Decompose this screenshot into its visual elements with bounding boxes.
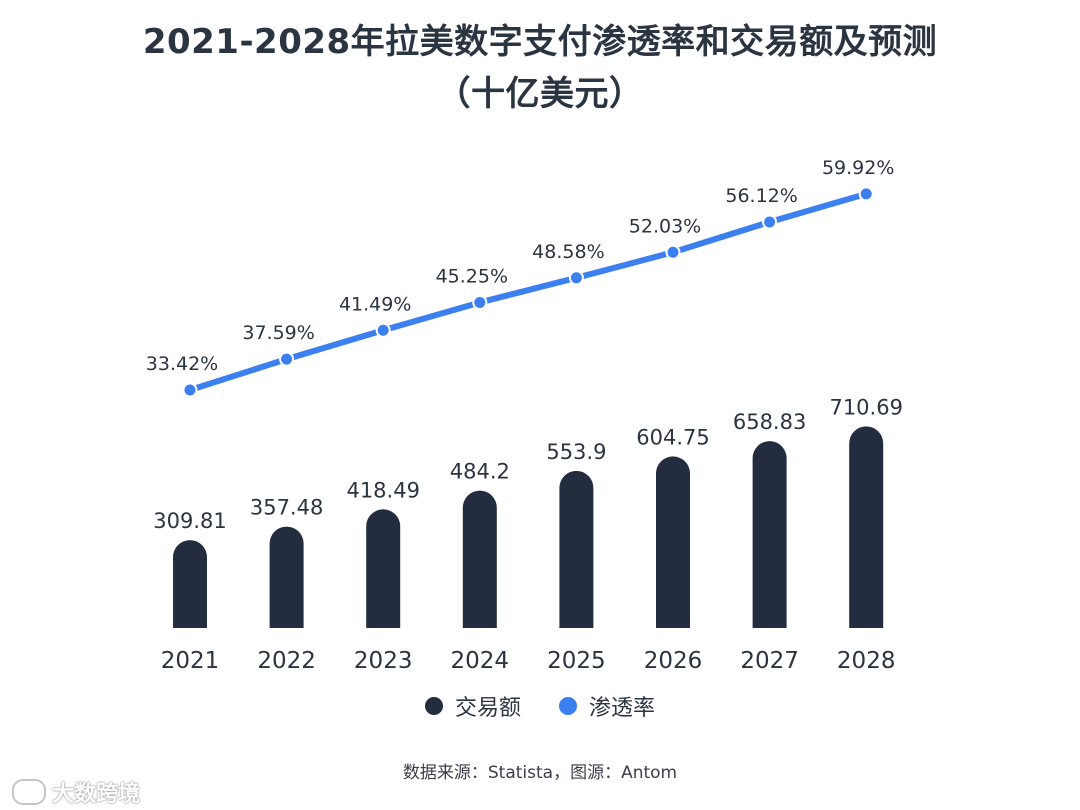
point-penetration-2023 xyxy=(375,322,391,338)
bar-label-2024: 484.2 xyxy=(450,460,510,484)
point-penetration-2022 xyxy=(279,351,295,367)
bar-2024 xyxy=(462,490,497,628)
point-penetration-2024 xyxy=(472,294,488,310)
watermark-text: 大数跨境 xyxy=(52,782,141,807)
chart-subtitle: （十亿美元） xyxy=(436,74,644,114)
point-label-2021: 33.42% xyxy=(146,353,218,375)
point-label-2026: 52.03% xyxy=(629,215,701,237)
watermark-logo-icon xyxy=(12,779,46,805)
point-label-2024: 45.25% xyxy=(436,265,508,287)
x-tick-2021: 2021 xyxy=(161,648,220,674)
point-label-2028: 59.92% xyxy=(822,157,894,179)
point-label-2023: 41.49% xyxy=(339,293,411,315)
legend: 交易额 渗透率 xyxy=(0,690,1080,722)
x-tick-2024: 2024 xyxy=(451,648,510,674)
point-label-2025: 48.58% xyxy=(532,241,604,263)
bar-2022 xyxy=(269,526,304,628)
chart-title: 2021-2028年拉美数字支付渗透率和交易额及预测 xyxy=(142,22,938,62)
legend-item-penetration[interactable]: 渗透率 xyxy=(559,690,655,722)
point-label-2027: 56.12% xyxy=(725,185,797,207)
point-penetration-2028 xyxy=(858,186,874,202)
point-penetration-2025 xyxy=(568,270,584,286)
source-note: 数据来源：Statista，图源：Antom xyxy=(402,763,678,783)
legend-label-penetration: 渗透率 xyxy=(589,696,656,721)
bar-label-2022: 357.48 xyxy=(250,496,323,520)
bar-2023 xyxy=(366,509,401,628)
bar-2021 xyxy=(173,540,207,628)
x-tick-2027: 2027 xyxy=(740,648,799,674)
point-penetration-2026 xyxy=(665,244,681,260)
legend-swatch-penetration xyxy=(559,697,577,715)
x-tick-2026: 2026 xyxy=(644,648,703,674)
legend-label-volume: 交易额 xyxy=(454,696,521,721)
bar-2026 xyxy=(656,456,690,628)
bar-label-2026: 604.75 xyxy=(636,425,709,449)
point-penetration-2021 xyxy=(182,382,198,398)
bar-label-2025: 553.9 xyxy=(546,440,606,464)
bar-2025 xyxy=(559,470,594,628)
x-tick-2028: 2028 xyxy=(837,648,896,674)
point-penetration-2027 xyxy=(762,214,778,230)
x-tick-2025: 2025 xyxy=(547,648,606,674)
bar-label-2021: 309.81 xyxy=(153,509,226,533)
x-tick-2022: 2022 xyxy=(257,648,316,674)
bar-label-2023: 418.49 xyxy=(346,478,419,502)
point-label-2022: 37.59% xyxy=(242,322,314,344)
line-penetration xyxy=(187,190,870,393)
bar-2028 xyxy=(849,426,884,628)
legend-item-volume[interactable]: 交易额 xyxy=(424,690,521,722)
bar-label-2027: 658.83 xyxy=(733,410,806,434)
bar-label-2028: 710.69 xyxy=(829,395,902,419)
watermark: 大数跨境 xyxy=(12,776,140,808)
bar-2027 xyxy=(752,441,787,628)
x-tick-2023: 2023 xyxy=(354,648,413,674)
legend-swatch-volume xyxy=(424,697,443,715)
